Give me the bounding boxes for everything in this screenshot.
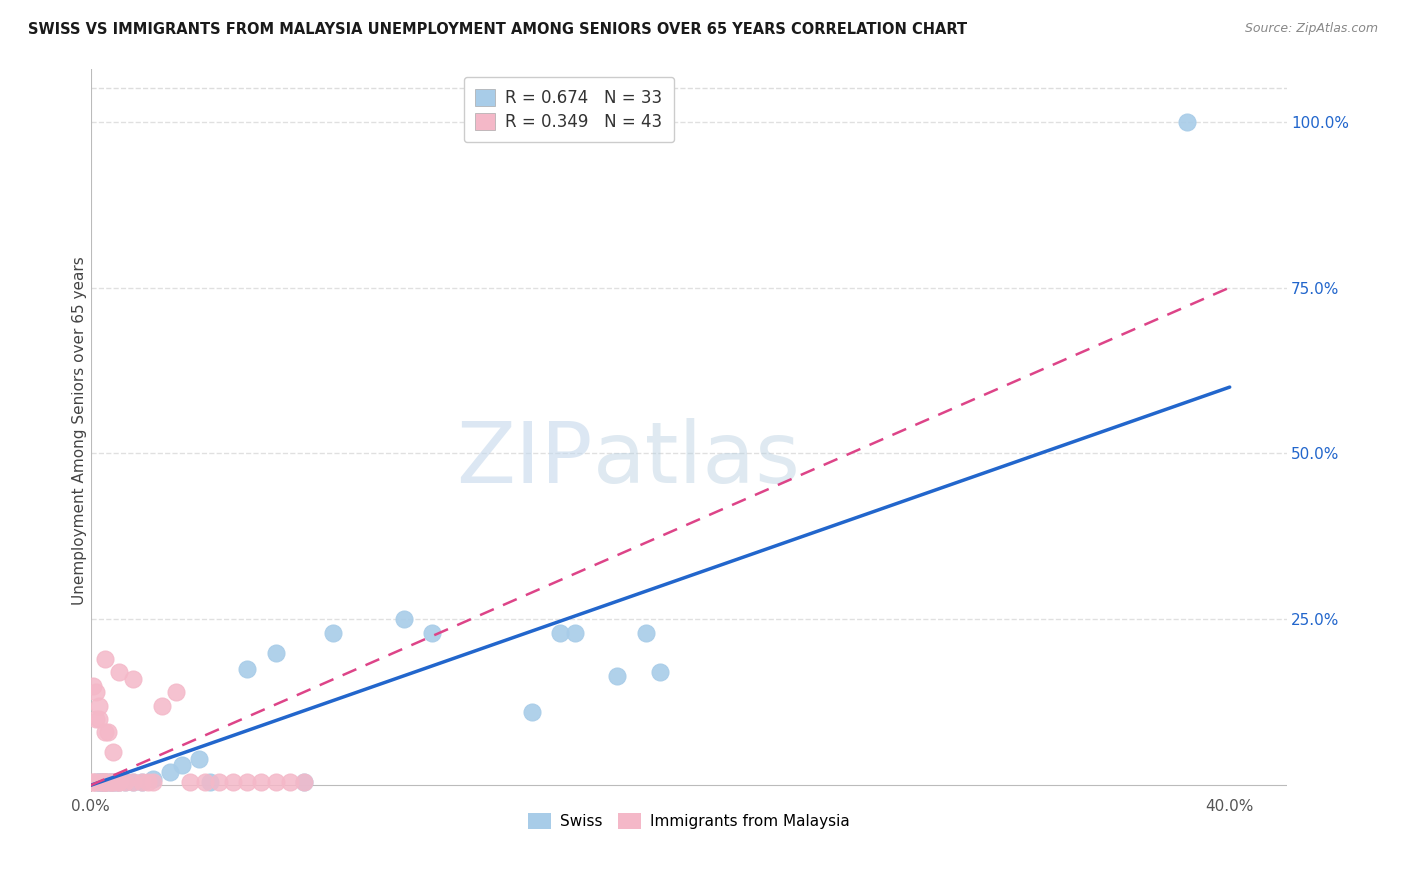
Point xyxy=(159,765,181,780)
Text: atlas: atlas xyxy=(593,417,801,500)
Point xyxy=(292,775,315,789)
Point xyxy=(100,775,122,789)
Point xyxy=(94,775,117,789)
Point xyxy=(100,775,122,789)
Point xyxy=(108,665,131,680)
Point xyxy=(236,662,259,676)
Point xyxy=(179,775,201,789)
Point xyxy=(89,775,111,789)
Point xyxy=(200,775,222,789)
Point xyxy=(650,665,672,680)
Point xyxy=(84,712,107,726)
Y-axis label: Unemployment Among Seniors over 65 years: Unemployment Among Seniors over 65 years xyxy=(72,256,87,605)
Point xyxy=(97,775,120,789)
Point xyxy=(82,775,104,789)
Point xyxy=(136,775,159,789)
Point xyxy=(564,625,586,640)
Point xyxy=(91,775,114,789)
Text: ZIP: ZIP xyxy=(457,417,593,500)
Point xyxy=(420,625,443,640)
Point xyxy=(89,775,111,789)
Legend: Swiss, Immigrants from Malaysia: Swiss, Immigrants from Malaysia xyxy=(522,806,856,835)
Point xyxy=(84,685,107,699)
Point xyxy=(193,775,215,789)
Point xyxy=(94,725,117,739)
Point xyxy=(94,652,117,666)
Point xyxy=(100,775,122,789)
Point xyxy=(264,646,287,660)
Point xyxy=(97,725,120,739)
Point xyxy=(236,775,259,789)
Point xyxy=(108,775,131,789)
Point xyxy=(89,712,111,726)
Point xyxy=(165,685,187,699)
Point xyxy=(520,706,543,720)
Point xyxy=(105,775,128,789)
Point xyxy=(94,775,117,789)
Text: SWISS VS IMMIGRANTS FROM MALAYSIA UNEMPLOYMENT AMONG SENIORS OVER 65 YEARS CORRE: SWISS VS IMMIGRANTS FROM MALAYSIA UNEMPL… xyxy=(28,22,967,37)
Point xyxy=(84,775,107,789)
Point xyxy=(89,698,111,713)
Point xyxy=(97,775,120,789)
Point xyxy=(103,775,125,789)
Point xyxy=(292,775,315,789)
Point xyxy=(550,625,572,640)
Point xyxy=(94,775,117,789)
Point xyxy=(170,758,193,772)
Point xyxy=(142,775,165,789)
Point xyxy=(392,612,415,626)
Point xyxy=(634,625,657,640)
Text: Source: ZipAtlas.com: Source: ZipAtlas.com xyxy=(1244,22,1378,36)
Point xyxy=(105,775,128,789)
Point xyxy=(150,698,173,713)
Point xyxy=(114,775,136,789)
Point xyxy=(84,775,107,789)
Point xyxy=(208,775,231,789)
Point xyxy=(89,775,111,789)
Point xyxy=(131,775,153,789)
Point xyxy=(122,775,145,789)
Point xyxy=(606,669,628,683)
Point xyxy=(122,775,145,789)
Point xyxy=(114,775,136,789)
Point xyxy=(91,775,114,789)
Point xyxy=(142,772,165,786)
Point xyxy=(250,775,273,789)
Point xyxy=(131,775,153,789)
Point xyxy=(82,775,104,789)
Point xyxy=(103,775,125,789)
Point xyxy=(103,745,125,759)
Point xyxy=(91,775,114,789)
Point xyxy=(82,679,104,693)
Point xyxy=(222,775,245,789)
Point xyxy=(122,672,145,686)
Point xyxy=(187,752,209,766)
Point xyxy=(278,775,301,789)
Point xyxy=(1175,114,1198,128)
Point xyxy=(322,625,344,640)
Point xyxy=(91,775,114,789)
Point xyxy=(94,775,117,789)
Point xyxy=(264,775,287,789)
Point xyxy=(108,775,131,789)
Point xyxy=(108,775,131,789)
Point xyxy=(94,775,117,789)
